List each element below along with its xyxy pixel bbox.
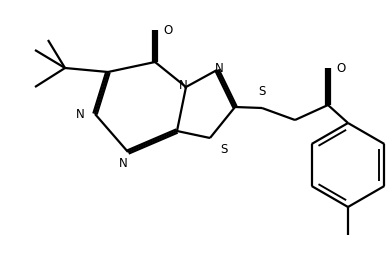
Text: S: S: [220, 143, 227, 156]
Text: O: O: [163, 23, 172, 36]
Text: N: N: [215, 62, 223, 75]
Text: N: N: [119, 157, 127, 170]
Text: S: S: [258, 85, 266, 98]
Text: N: N: [178, 79, 187, 92]
Text: N: N: [76, 107, 85, 120]
Text: O: O: [336, 61, 345, 74]
